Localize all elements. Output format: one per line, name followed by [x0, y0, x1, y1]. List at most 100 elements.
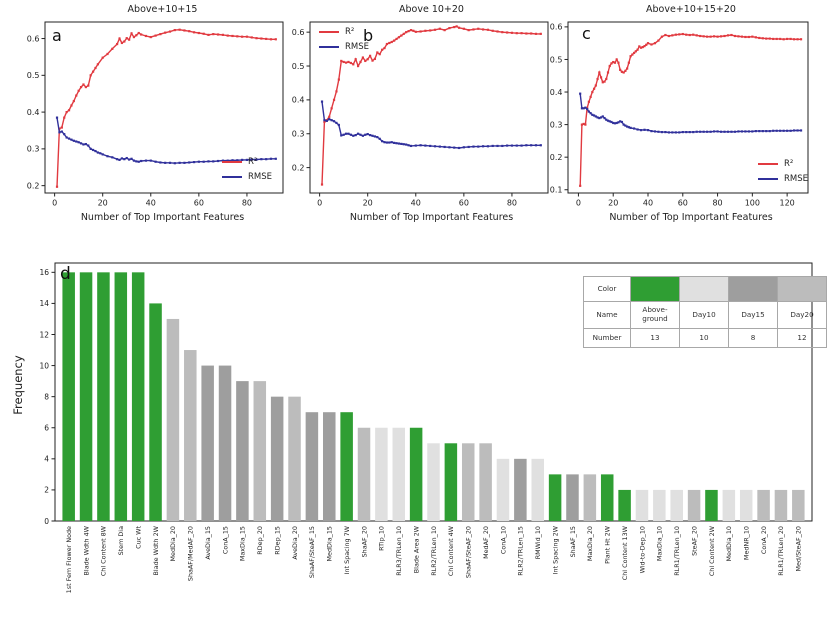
group-legend-table: Color Name Above-ground Day10 Day15 Day2… — [583, 276, 827, 348]
r2-marker — [140, 33, 143, 36]
rmse-marker — [135, 160, 138, 163]
r2-marker — [332, 98, 336, 101]
rmse-marker — [400, 142, 403, 146]
bar-label: MedNR_10 — [743, 526, 751, 560]
rmse-marker — [603, 116, 606, 120]
r2-marker — [605, 77, 608, 81]
r2-marker — [796, 38, 799, 41]
r2-marker — [674, 33, 677, 36]
r2-marker — [579, 184, 582, 187]
r2-legend-label: R² — [247, 156, 258, 167]
bar — [131, 272, 145, 521]
bar — [531, 458, 544, 521]
r2-marker — [539, 32, 542, 35]
rmse-marker — [525, 144, 528, 147]
rmse-marker — [462, 146, 465, 149]
bar — [375, 427, 388, 521]
group-number: 8 — [728, 328, 778, 348]
r2-marker — [443, 29, 446, 32]
r2-marker — [269, 38, 273, 41]
rmse-marker — [754, 130, 757, 133]
legend-entry-r2: R² — [221, 154, 272, 169]
bar-label: RMWid_10 — [534, 526, 542, 559]
r2-marker — [255, 37, 258, 40]
rmse-marker — [325, 119, 328, 122]
bar — [461, 443, 475, 521]
r2-marker — [120, 41, 124, 45]
r2-marker — [525, 32, 528, 35]
rmse-marker — [636, 128, 639, 131]
r2-marker — [323, 120, 326, 123]
rmse-marker — [761, 130, 764, 133]
rmse-marker — [582, 107, 585, 110]
r2-marker — [79, 85, 83, 89]
r2-marker — [448, 26, 451, 30]
r2-marker — [89, 74, 92, 77]
bar — [653, 489, 666, 521]
bar-label: MaxDia_20 — [586, 526, 594, 561]
r2-marker — [634, 50, 637, 53]
group-name: Above-ground — [630, 301, 680, 329]
bar-label: ConA_10 — [499, 526, 507, 554]
panel-b-xlabel: Number of Top Important Features — [349, 212, 514, 223]
rmse-marker — [328, 118, 331, 121]
y-tick-label: 0.3 — [550, 120, 563, 129]
y-tick-label: 10 — [39, 361, 49, 370]
rmse-marker — [624, 124, 627, 127]
rmse-marker — [320, 100, 324, 103]
bar-label: MaxDia_15 — [239, 526, 247, 561]
bar-label: SteAF_20 — [690, 526, 698, 556]
bar — [792, 489, 805, 521]
r2-marker — [584, 123, 587, 126]
r2-marker — [188, 30, 191, 33]
r2-marker — [786, 37, 789, 41]
x-tick-label: 0 — [317, 199, 322, 208]
panel-c-letter: c — [582, 24, 591, 43]
rmse-marker — [433, 145, 437, 148]
legend-name-row: Name Above-ground Day10 Day15 Day20 — [583, 301, 827, 329]
rmse-marker — [72, 139, 75, 142]
r2-marker — [149, 35, 152, 39]
group-name: Day15 — [728, 301, 778, 329]
r2-marker — [589, 95, 592, 99]
group-number: 13 — [630, 328, 680, 348]
rmse-marker — [340, 134, 343, 137]
rmse-marker — [744, 130, 747, 133]
bar — [427, 443, 440, 521]
legend-entry-rmse: RMSE — [221, 169, 272, 184]
panel-a-legend: R² RMSE — [221, 154, 272, 184]
bar-label: RLR2/TRLen_10 — [430, 526, 438, 576]
r2-marker — [592, 87, 596, 90]
rmse-marker — [515, 144, 518, 147]
r2-marker — [414, 30, 417, 33]
panel-c-xlabel: Number of Top Important Features — [609, 212, 773, 223]
y-tick-label: 14 — [39, 299, 49, 308]
rmse-marker — [627, 126, 630, 129]
bar — [514, 458, 527, 521]
rmse-marker — [646, 129, 650, 132]
r2-marker — [371, 59, 374, 62]
rmse-marker — [111, 156, 114, 159]
r2-marker — [221, 33, 224, 36]
bar-label: Chl Content 13W — [621, 525, 629, 580]
rmse-marker — [409, 144, 413, 148]
r2-marker — [601, 81, 604, 84]
rmse-marker — [643, 128, 646, 131]
rmse-marker — [443, 145, 446, 149]
rmse-line-swatch — [221, 175, 242, 178]
panel-c-legend: R² RMSE — [757, 156, 808, 186]
r2-marker — [342, 60, 345, 64]
rmse-marker — [371, 134, 374, 137]
r2-marker — [55, 185, 59, 188]
r2-marker — [405, 31, 408, 34]
rmse-marker — [448, 146, 451, 149]
panel-d-letter: d — [60, 264, 71, 284]
bar-label: Wid-to-Dep_10 — [638, 526, 646, 573]
r2-marker — [747, 35, 750, 39]
r2-marker — [400, 34, 403, 37]
rmse-marker — [726, 130, 730, 133]
r2-marker — [520, 32, 523, 35]
bar-label: Chl Content 2W — [708, 525, 716, 576]
bar — [149, 303, 162, 521]
legend-row-header: Number — [583, 328, 631, 348]
